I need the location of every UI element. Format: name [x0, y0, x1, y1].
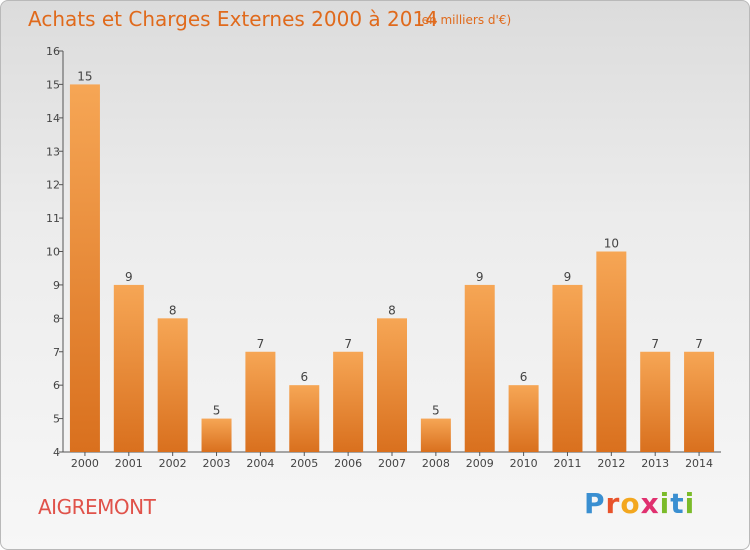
x-tick-label: 2009	[466, 457, 494, 470]
bar	[289, 385, 320, 452]
data-label: 7	[344, 337, 352, 351]
bar	[69, 84, 100, 453]
y-tick-label: 7	[53, 346, 60, 359]
bar	[333, 351, 364, 452]
logo-letter: P	[584, 487, 606, 520]
y-tick-label: 15	[46, 78, 60, 91]
bar	[596, 251, 627, 452]
x-tick-label: 2011	[553, 457, 581, 470]
data-label: 10	[604, 237, 619, 251]
data-label: 15	[77, 69, 92, 83]
bar	[508, 385, 539, 452]
x-tick-label: 2001	[115, 457, 143, 470]
x-tick-label: 2012	[597, 457, 625, 470]
bar	[420, 418, 451, 452]
data-label: 5	[213, 404, 221, 418]
bar	[377, 318, 407, 452]
logo-letter: o	[620, 487, 641, 520]
proxiti-logo: Proxiti	[584, 487, 695, 520]
data-label: 5	[432, 404, 440, 418]
bar	[464, 284, 495, 452]
x-tick-label: 2013	[641, 457, 669, 470]
y-tick-label: 13	[46, 145, 60, 158]
bar	[157, 318, 188, 452]
x-tick-label: 2002	[159, 457, 187, 470]
x-tick-label: 2014	[685, 457, 713, 470]
bar	[201, 418, 232, 452]
data-label: 6	[300, 370, 308, 384]
data-label: 7	[257, 337, 265, 351]
y-tick-label: 14	[46, 112, 60, 125]
x-tick-label: 2007	[378, 457, 406, 470]
y-tick-label: 6	[53, 379, 60, 392]
y-tick-label: 10	[46, 246, 60, 259]
y-tick-label: 16	[46, 45, 60, 58]
x-tick-label: 2000	[71, 457, 99, 470]
y-tick-label: 5	[53, 413, 60, 426]
logo-letter: i	[684, 487, 696, 520]
y-tick-label: 4	[53, 446, 60, 459]
data-label: 7	[695, 337, 703, 351]
chart-subtitle: (en milliers d'€)	[417, 13, 512, 27]
logo-letter: t	[670, 487, 685, 520]
chart-title: Achats et Charges Externes 2000 à 2014	[28, 7, 438, 31]
y-tick-label: 8	[53, 312, 60, 325]
logo-letter: i	[659, 487, 671, 520]
y-tick-label: 11	[46, 212, 60, 225]
x-tick-label: 2003	[203, 457, 231, 470]
data-label: 9	[476, 270, 484, 284]
commune-name: AIGREMONT	[38, 495, 156, 519]
data-label: 8	[388, 303, 396, 317]
x-tick-label: 2004	[246, 457, 274, 470]
x-tick-label: 2005	[290, 457, 318, 470]
data-label: 7	[651, 337, 659, 351]
logo-letter: x	[640, 487, 660, 520]
y-tick-label: 9	[53, 279, 60, 292]
data-label: 9	[125, 270, 133, 284]
data-label: 9	[564, 270, 572, 284]
bar	[113, 284, 144, 452]
bar	[640, 351, 671, 452]
bar	[245, 351, 276, 452]
logo-letter: r	[605, 487, 621, 520]
y-tick-label: 12	[46, 179, 60, 192]
x-tick-label: 2006	[334, 457, 362, 470]
bar	[684, 351, 715, 452]
data-label: 8	[169, 303, 177, 317]
bar	[552, 284, 583, 452]
data-label: 6	[520, 370, 528, 384]
x-tick-label: 2008	[422, 457, 450, 470]
x-tick-label: 2010	[510, 457, 538, 470]
